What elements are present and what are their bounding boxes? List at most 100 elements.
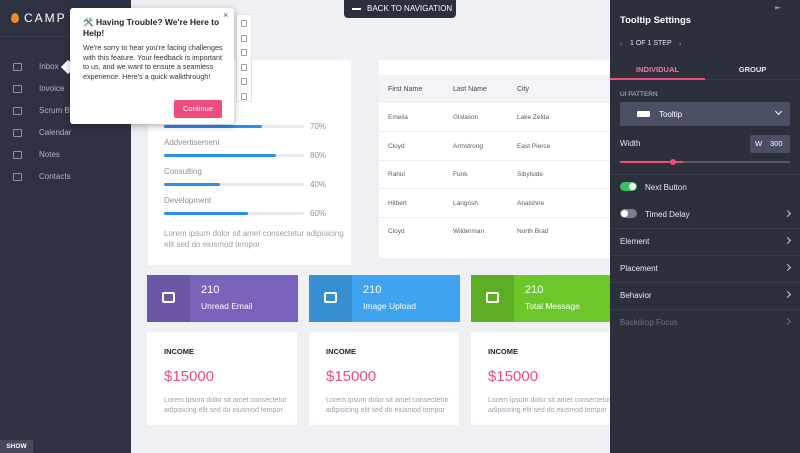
collapse-icon[interactable]: ⇤ [775, 5, 781, 12]
chevron [783, 317, 792, 326]
width-input[interactable]: W 300 [750, 135, 790, 153]
progress-bar [164, 154, 276, 157]
settings-panel: Tooltip Settings 1 OF 1 STEP ‹ › INDIVID… [610, 0, 800, 453]
toolbar-icon[interactable] [241, 63, 247, 71]
table-header [379, 75, 619, 103]
table-cell: Rahul [388, 171, 405, 178]
slider-thumb[interactable] [670, 159, 676, 165]
toolbar-icon[interactable] [241, 78, 247, 85]
tooltip: × 🛠️ Having Trouble? We're Here to Help!… [70, 8, 234, 124]
income-card: INCOME $15000 Lorem ipsum dolor sit amet c… [309, 332, 459, 425]
table-cell: Wilderman [453, 228, 485, 235]
slider-fill [620, 161, 683, 163]
divider [0, 36, 131, 37]
income-amount: $15000 [488, 368, 539, 385]
width-label: Width [620, 139, 641, 148]
tab-individual[interactable]: INDIVIDUAL [610, 60, 705, 80]
step-next[interactable]: › [679, 41, 682, 48]
income-text: Lorem ipsum dolor sit amet consectetur a… [164, 397, 287, 414]
stat-icon [162, 292, 175, 303]
toolbar [236, 14, 252, 102]
chevron [783, 290, 792, 299]
stat-icon [486, 292, 499, 303]
table-header-cell: Last Name [453, 86, 487, 93]
nav-item[interactable]: Notes [39, 150, 60, 159]
pattern-icon [637, 111, 650, 117]
separator [610, 255, 800, 256]
progress-value: 80% [310, 151, 327, 160]
progress-track [164, 125, 304, 128]
pattern-value: Tooltip [659, 110, 683, 119]
section[interactable]: Placement [620, 264, 658, 273]
toolbar-icon[interactable] [241, 49, 247, 56]
nav-item[interactable]: Calendar [39, 128, 72, 137]
nav-item[interactable]: Inbox [39, 62, 59, 71]
progress-bar [164, 125, 262, 128]
nav-icon [13, 85, 22, 93]
progress-bar [164, 183, 220, 186]
table-cell: North Brad [517, 228, 549, 235]
table-cell: Lake Zelda [517, 114, 550, 121]
stat-card: 210 Image Upload [309, 275, 460, 322]
width-prefix: W [755, 139, 763, 148]
logo-icon [11, 13, 19, 23]
income-text: Lorem ipsum dolor sit amet consectetur a… [488, 397, 611, 414]
stat-value: 210 [201, 284, 220, 296]
toolbar-icon[interactable] [241, 20, 247, 27]
toggle-knob [621, 210, 628, 217]
stat-icon-box [309, 275, 352, 322]
income-amount: $15000 [326, 368, 377, 385]
progress-label: Addvertisement [164, 138, 220, 147]
nav-item[interactable]: Scrum Bo [39, 106, 75, 115]
toggle-label: Next Button [645, 183, 687, 192]
nav-icon [13, 63, 22, 71]
stat-card: 210 Total Message [471, 275, 622, 322]
continue-button[interactable]: Continue [174, 100, 222, 118]
nav-icon [13, 173, 22, 181]
toolbar-icon[interactable] [241, 92, 247, 100]
row-divider [379, 216, 619, 218]
section[interactable]: Backdrop Focus [620, 318, 678, 327]
nav-item[interactable]: Contacts [39, 172, 71, 181]
section[interactable]: Element [620, 237, 650, 246]
width-value: 300 [770, 139, 783, 148]
progress-track [164, 212, 304, 215]
table-cell: Hilbert [388, 199, 407, 207]
toolbar-icon[interactable] [241, 34, 247, 42]
pattern-label: UI PATTERN [620, 91, 658, 98]
income-amount: $15000 [164, 368, 215, 385]
stat-icon-box [471, 275, 514, 322]
stat-card: 210 Unread Email [147, 275, 298, 322]
show-button[interactable]: SHOW [0, 440, 33, 453]
slider-track [620, 161, 790, 163]
table-card: First Name Last Name City Emelia Gislason Lak… [379, 60, 619, 258]
panel-title: Tooltip Settings [620, 15, 692, 26]
table-cell: Cloyd [388, 142, 405, 150]
income-text: Lorem ipsum dolor sit amet consectetur a… [326, 397, 449, 414]
table-cell: Emelia [388, 114, 408, 121]
toggle[interactable] [620, 182, 637, 191]
section[interactable]: Behavior [620, 291, 652, 300]
table-cell: Langosh [453, 199, 478, 207]
tab-group[interactable]: GROUP [705, 60, 800, 80]
back-button[interactable]: BACK TO NAVIGATION [344, 0, 456, 18]
nav-icon [13, 151, 22, 159]
stat-icon-box [147, 275, 190, 322]
chevron [783, 236, 792, 245]
separator [610, 228, 800, 229]
step: 1 OF 1 STEP [630, 40, 672, 47]
pattern-dropdown[interactable]: Tooltip [620, 102, 790, 126]
tooltip-title: 🛠️ Having Trouble? We're Here to Help! [83, 17, 220, 38]
income-title: INCOME [326, 347, 356, 356]
progress-track [164, 154, 304, 157]
progress-value: 70% [310, 122, 327, 131]
card-text: Lorem ipsum dolor sit amet consectetur a… [164, 229, 344, 249]
separator [610, 174, 800, 175]
close[interactable]: × [223, 10, 229, 20]
row-divider [379, 159, 619, 161]
progress-value: 40% [310, 180, 327, 189]
toggle[interactable] [620, 209, 637, 218]
step-prev[interactable]: ‹ [620, 41, 623, 48]
nav-item[interactable]: Invoice [39, 84, 65, 93]
